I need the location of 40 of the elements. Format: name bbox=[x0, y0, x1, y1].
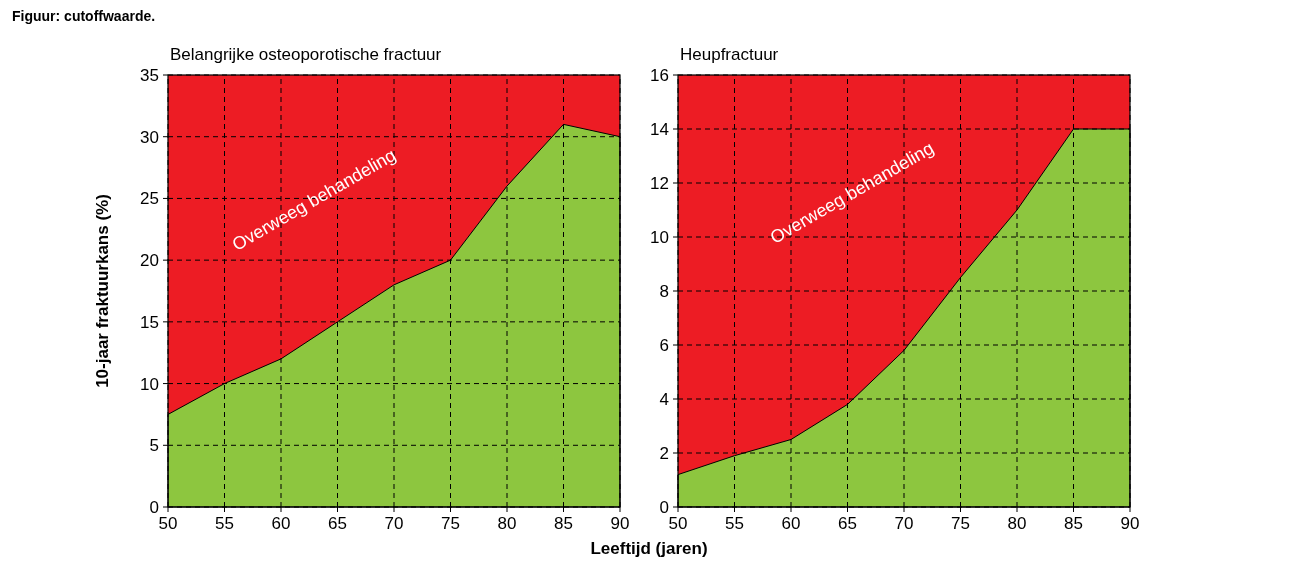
x-tick-label: 60 bbox=[781, 514, 801, 533]
y-tick-label: 0 bbox=[659, 498, 669, 517]
y-tick-label: 25 bbox=[140, 189, 159, 209]
x-tick-label: 80 bbox=[1007, 514, 1027, 533]
y-tick-label: 35 bbox=[140, 66, 159, 85]
x-tick-label: 90 bbox=[610, 514, 630, 533]
y-tick-label: 0 bbox=[149, 498, 159, 517]
y-tick-label: 30 bbox=[140, 127, 159, 147]
x-tick-label: 75 bbox=[951, 514, 970, 533]
y-tick-label: 15 bbox=[140, 312, 159, 332]
x-tick-label: 50 bbox=[158, 514, 178, 533]
y-tick-label: 6 bbox=[659, 336, 669, 355]
chart-title: Heupfractuur bbox=[680, 45, 779, 64]
y-tick-label: 20 bbox=[140, 251, 159, 271]
x-tick-label: 70 bbox=[384, 514, 404, 533]
x-tick-label: 65 bbox=[838, 514, 857, 533]
y-tick-label: 4 bbox=[659, 390, 669, 409]
x-tick-label: 65 bbox=[328, 514, 347, 533]
x-tick-label: 55 bbox=[725, 514, 744, 533]
x-tick-label: 85 bbox=[1064, 514, 1083, 533]
y-axis-title: 10-jaar fraktuurkans (%) bbox=[93, 194, 112, 388]
y-tick-label: 14 bbox=[650, 120, 669, 139]
x-tick-label: 90 bbox=[1120, 514, 1140, 533]
y-tick-label: 16 bbox=[650, 66, 669, 85]
chart-title: Belangrijke osteoporotische fractuur bbox=[170, 45, 442, 64]
x-tick-label: 80 bbox=[497, 514, 517, 533]
y-tick-label: 8 bbox=[659, 282, 669, 301]
x-tick-label: 85 bbox=[554, 514, 573, 533]
y-tick-label: 5 bbox=[149, 436, 159, 456]
y-tick-label: 2 bbox=[659, 444, 669, 463]
text: Figuur: cutoffwaarde. bbox=[12, 8, 156, 24]
x-tick-label: 70 bbox=[894, 514, 914, 533]
y-tick-label: 12 bbox=[650, 174, 669, 193]
x-tick-label: 75 bbox=[441, 514, 460, 533]
x-tick-label: 55 bbox=[215, 514, 234, 533]
x-tick-label: 50 bbox=[668, 514, 688, 533]
y-tick-label: 10 bbox=[650, 228, 669, 247]
x-tick-label: 60 bbox=[271, 514, 291, 533]
y-tick-label: 10 bbox=[140, 374, 159, 394]
x-axis-title: Leeftijd (jaren) bbox=[590, 539, 708, 558]
